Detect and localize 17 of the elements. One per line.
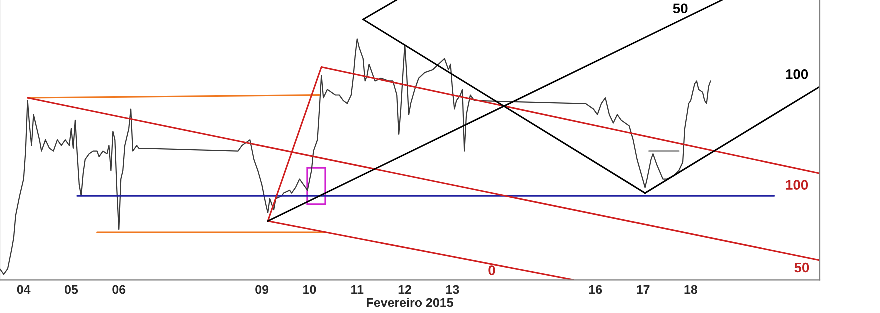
x-axis-title: Fevereiro 2015 <box>367 298 454 308</box>
x-tick-label: 06 <box>112 285 126 294</box>
x-tick-label: 13 <box>446 285 460 294</box>
x-tick-label: 09 <box>256 285 269 294</box>
x-tick-label: 05 <box>65 285 78 294</box>
x-tick-label: 10 <box>304 285 316 294</box>
x-tick-label: 17 <box>637 285 650 294</box>
annotation: 100 <box>786 180 808 190</box>
annotation: 0 <box>488 266 496 276</box>
x-tick-label: 16 <box>589 285 602 294</box>
annotation: 100 <box>786 70 808 80</box>
x-tick-label: 18 <box>684 285 698 294</box>
x-tick-label: 04 <box>17 285 31 294</box>
x-tick-label: 11 <box>352 285 364 294</box>
x-tick-label: 12 <box>398 285 412 294</box>
annotation: 50 <box>794 262 810 273</box>
annotation: 50 <box>673 4 688 14</box>
